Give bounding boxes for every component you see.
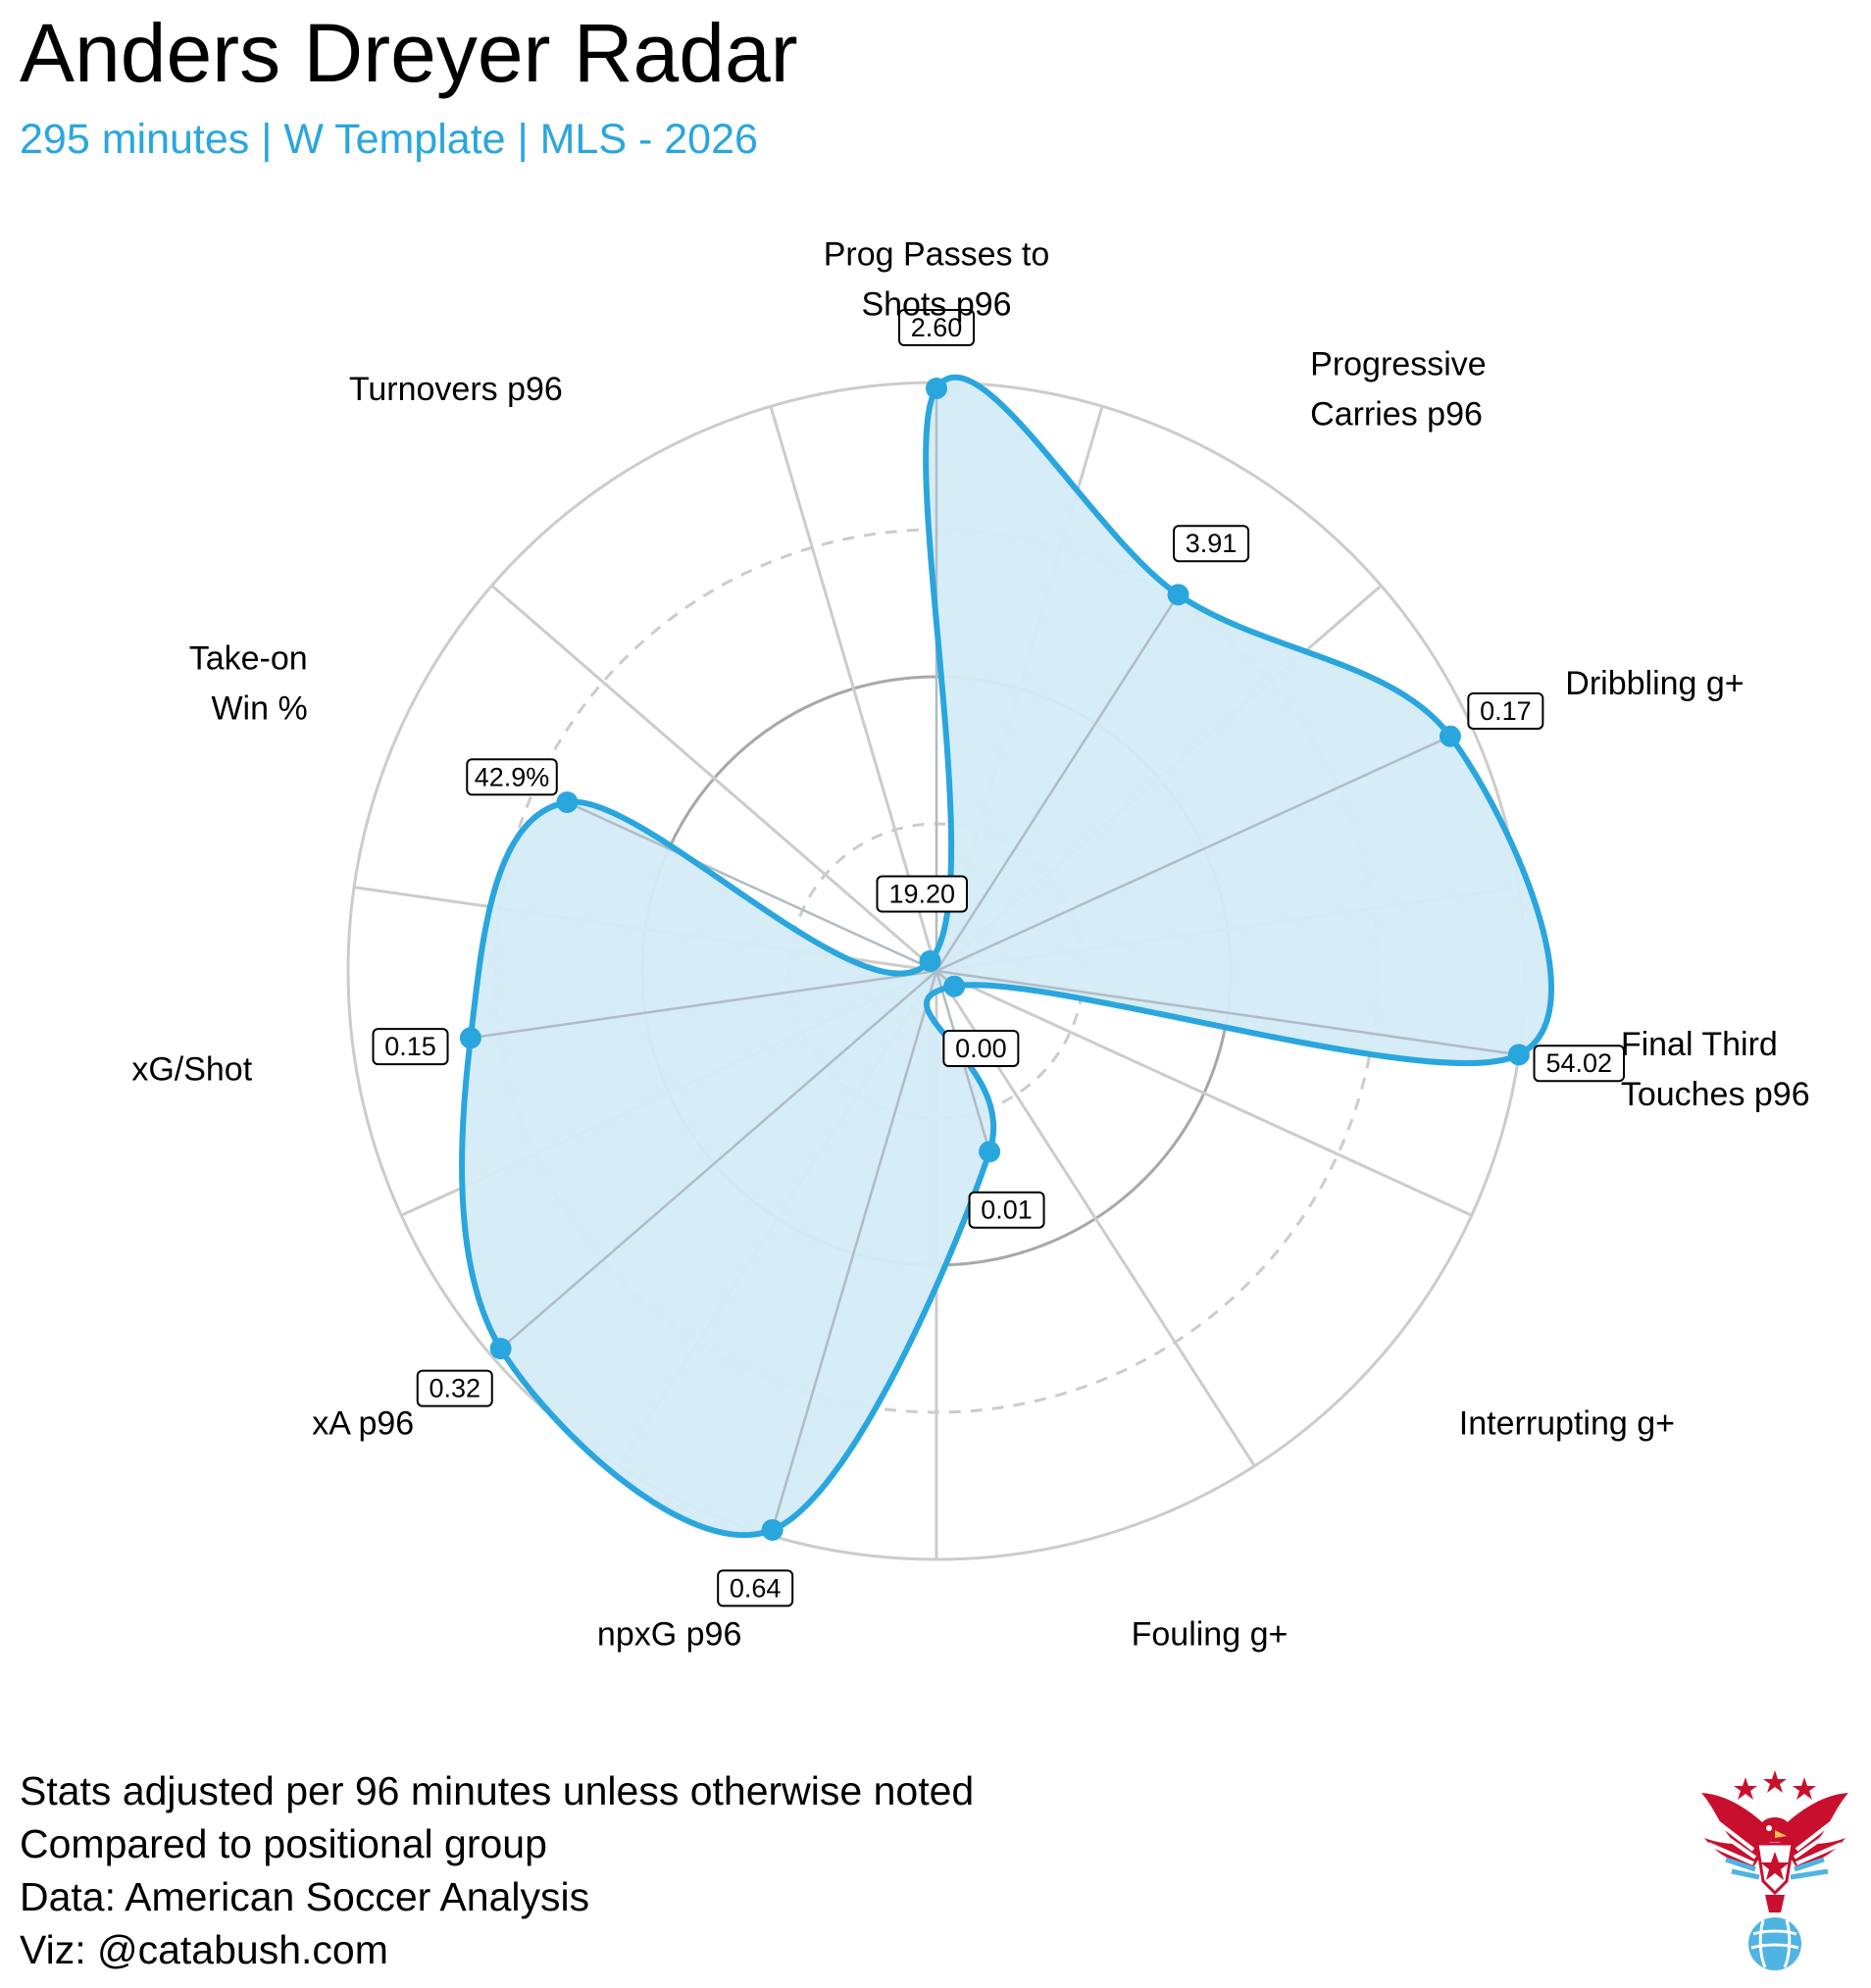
footer-credit: Viz: @catabush.com <box>20 1927 388 1972</box>
axis-label-line: Dribbling g+ <box>1565 665 1744 702</box>
value-label-4: 0.00 <box>955 1034 1007 1063</box>
axis-label-line: xG/Shot <box>131 1050 252 1088</box>
axis-label-2: Dribbling g+ <box>1565 665 1744 702</box>
axis-label-line: Turnovers p96 <box>349 371 563 408</box>
axis-label-line: Touches p96 <box>1621 1076 1810 1113</box>
axis-label-line: Final Third <box>1621 1026 1778 1063</box>
axis-label-0: Prog Passes to Shots p96 <box>824 236 1050 324</box>
value-box-4 <box>942 1029 1020 1067</box>
data-point-5 <box>979 1141 1001 1163</box>
axis-label-4: Interrupting g+ <box>1459 1405 1675 1443</box>
value-label-7: 0.32 <box>429 1374 480 1403</box>
axis-spoke-2 <box>936 735 1451 973</box>
footer-source: Data: American Soccer Analysis <box>20 1874 590 1919</box>
axis-spoke-3 <box>936 969 1520 1056</box>
axis-label-10: Turnovers p96 <box>349 371 563 408</box>
value-label-5: 0.01 <box>981 1196 1033 1225</box>
eagle-soccer-logo-icon <box>1701 1770 1848 1970</box>
value-box-8 <box>372 1028 449 1066</box>
value-label-2: 0.17 <box>1480 696 1532 726</box>
data-point-1 <box>1167 584 1189 606</box>
data-point-7 <box>489 1338 512 1360</box>
grid-spoke <box>936 969 1473 1217</box>
radar-chart: 2.60 3.91 0.17 54.02 0.00 0.01 0.64 0.32 0.15 42.… <box>131 236 1810 1654</box>
value-box-1 <box>1173 525 1250 563</box>
data-point-8 <box>459 1027 481 1049</box>
axis-label-line: Fouling g+ <box>1132 1615 1289 1653</box>
axis-spoke-8 <box>470 969 937 1040</box>
value-label-0: 2.60 <box>911 313 963 342</box>
data-point-10 <box>919 949 941 972</box>
axis-label-6: npxG p96 <box>597 1615 741 1653</box>
axis-spoke-9 <box>566 800 937 973</box>
value-box-6 <box>717 1569 794 1607</box>
data-point-0 <box>926 378 947 399</box>
value-box-7 <box>416 1369 493 1407</box>
axis-label-line: npxG p96 <box>597 1615 741 1653</box>
axis-label-5: Fouling g+ <box>1132 1615 1289 1653</box>
footer-note-1: Stats adjusted per 96 minutes unless oth… <box>20 1768 975 1813</box>
value-box-9 <box>466 758 558 796</box>
value-label-3: 54.02 <box>1545 1048 1612 1078</box>
axis-label-line: Shots p96 <box>861 286 1011 324</box>
data-point-6 <box>761 1518 784 1541</box>
grid-spoke <box>490 584 937 973</box>
chart-title: Anders Dreyer Radar <box>20 7 798 99</box>
axis-label-9: Take-on Win % <box>189 640 308 728</box>
axis-label-line: xA p96 <box>312 1405 414 1443</box>
value-box-2 <box>1467 691 1544 730</box>
axis-label-line: Prog Passes to <box>824 236 1050 274</box>
axis-label-line: Progressive <box>1310 345 1487 382</box>
data-point-3 <box>1507 1044 1530 1066</box>
footer-note-2: Compared to positional group <box>20 1821 547 1866</box>
axis-label-line: Win % <box>211 690 307 728</box>
value-box-5 <box>968 1191 1045 1229</box>
axis-spoke-1 <box>935 593 1180 972</box>
value-box-0 <box>898 309 975 346</box>
axis-spoke-7 <box>499 970 937 1351</box>
axis-label-line: Carries p96 <box>1310 395 1483 433</box>
axis-spoke-6 <box>771 970 938 1531</box>
data-point-9 <box>556 791 579 814</box>
value-label-1: 3.91 <box>1186 529 1238 558</box>
axis-label-3: Final Third Touches p96 <box>1621 1026 1810 1113</box>
value-label-8: 0.15 <box>384 1032 436 1061</box>
axis-label-7: xA p96 <box>312 1405 414 1443</box>
chart-subtitle: 295 minutes | W Template | MLS - 2026 <box>20 116 758 163</box>
value-label-10: 19.20 <box>888 880 955 909</box>
value-label-6: 0.64 <box>730 1573 782 1603</box>
value-box-10 <box>876 875 968 913</box>
value-box-3 <box>1533 1045 1626 1083</box>
radar-area-fill <box>462 377 1552 1536</box>
axis-label-line: Interrupting g+ <box>1459 1405 1675 1443</box>
axis-label-8: xG/Shot <box>131 1050 252 1088</box>
value-label-9: 42.9% <box>475 762 550 791</box>
data-point-2 <box>1439 725 1461 747</box>
axis-label-line: Take-on <box>189 640 308 678</box>
axis-label-1: Progressive Carries p96 <box>1310 345 1487 433</box>
data-point-4 <box>943 975 966 997</box>
